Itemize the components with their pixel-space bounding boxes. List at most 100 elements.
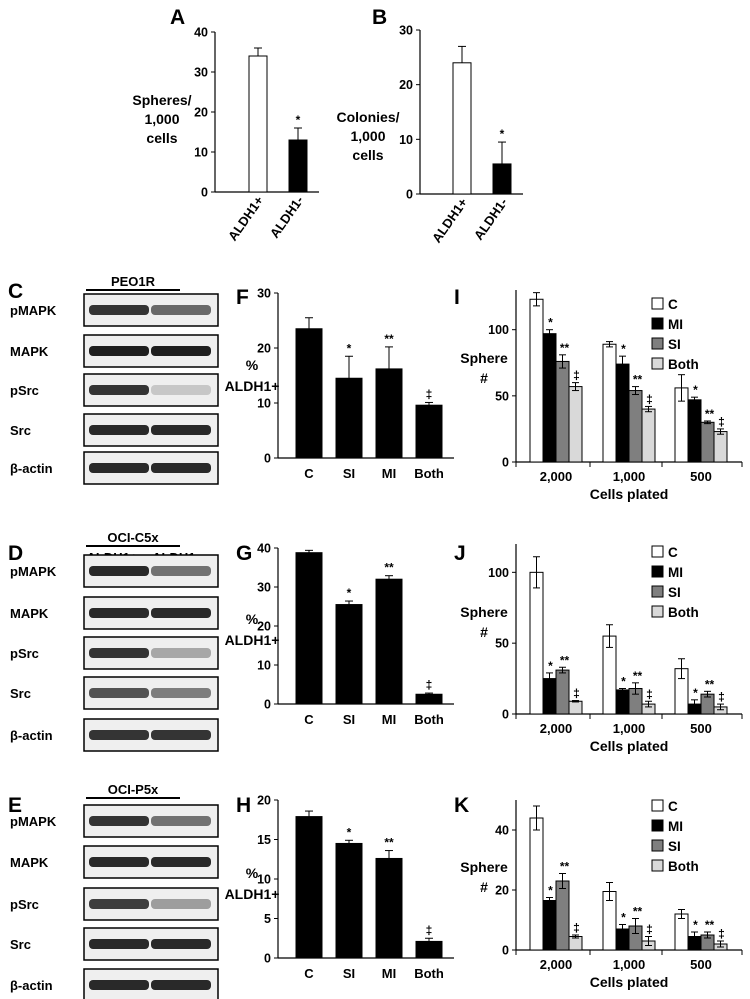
- legend-swatch-si: [651, 585, 664, 598]
- panel-label-k: K: [454, 794, 469, 817]
- band: [151, 425, 211, 435]
- bar-both: [568, 700, 583, 715]
- y-tick-label: 30: [257, 287, 271, 301]
- legend-label-mi: MI: [668, 819, 683, 834]
- band: [89, 816, 149, 826]
- panel-label-j: J: [454, 542, 466, 565]
- significance-mark: **: [705, 677, 715, 691]
- bar-si: [555, 880, 570, 951]
- blot-row-label: Src: [10, 937, 31, 952]
- y-tick-label: 40: [495, 824, 509, 838]
- legend-swatch-c: [651, 799, 664, 812]
- band: [89, 608, 149, 618]
- blot-row-label: pMAPK: [10, 564, 57, 579]
- significance-mark: ‡: [573, 921, 580, 935]
- bar-aldh1: [452, 62, 472, 195]
- band: [151, 688, 211, 698]
- category-label: ALDH1+: [225, 193, 267, 244]
- blot-row-label: MAPK: [10, 855, 49, 870]
- panel-label-i: I: [454, 286, 460, 309]
- band: [89, 463, 149, 473]
- y-axis-label-a: Spheres/1,000 cells: [132, 92, 191, 146]
- significance-mark: **: [560, 341, 570, 355]
- bar-both: [641, 408, 656, 463]
- band: [89, 730, 149, 740]
- band: [151, 566, 211, 576]
- bar-c: [602, 343, 617, 463]
- x-axis-label: Cells plated: [590, 974, 669, 990]
- bar-mi: [375, 578, 403, 705]
- y-tick-label: 5: [264, 912, 271, 926]
- y-tick-label: 0: [264, 452, 271, 466]
- band: [151, 816, 211, 826]
- bar-mi: [375, 857, 403, 959]
- y-tick-label: 0: [502, 708, 509, 722]
- category-label: MI: [382, 466, 396, 481]
- y-axis-label-b: Colonies/1,000 cells: [336, 109, 399, 163]
- y-tick-label: 10: [257, 873, 271, 887]
- bar-aldh1: [288, 139, 308, 193]
- significance-mark: ‡: [573, 687, 580, 701]
- y-tick-label: 30: [399, 24, 413, 38]
- band: [89, 688, 149, 698]
- bar-c: [295, 816, 323, 959]
- bar-mi: [375, 368, 403, 459]
- bar-si: [555, 360, 570, 463]
- significance-mark: ‡: [718, 415, 725, 429]
- chart-g: 0 10 20 30 40 C * SI ** MI ‡ Both: [257, 542, 454, 727]
- band: [89, 425, 149, 435]
- y-tick-label: 20: [399, 78, 413, 92]
- legend-swatch-si: [651, 337, 664, 350]
- significance-mark: **: [384, 561, 394, 575]
- significance-mark: *: [621, 675, 626, 689]
- y-tick-label: 30: [194, 66, 208, 80]
- legend-swatch-mi: [651, 565, 664, 578]
- y-tick-label: 10: [399, 133, 413, 147]
- legend-label-both: Both: [668, 859, 699, 874]
- significance-mark: **: [384, 332, 394, 346]
- blot-row-label: Src: [10, 686, 31, 701]
- chart-b: 0 10 20 30 ALDH1+ * ALDH1-: [399, 24, 523, 245]
- bar-both: [415, 693, 443, 705]
- blot-row-label: pMAPK: [10, 814, 57, 829]
- y-tick-label: 0: [264, 698, 271, 712]
- category-label: C: [304, 966, 314, 981]
- y-tick-label: 100: [488, 323, 509, 337]
- blot-row-label: β-actin: [10, 461, 53, 476]
- significance-mark: ‡: [718, 690, 725, 704]
- band: [151, 463, 211, 473]
- significance-mark: ‡: [646, 687, 653, 701]
- bar-both: [713, 431, 728, 463]
- panel-label-d: D: [8, 542, 23, 565]
- legend-label-si: SI: [668, 839, 681, 854]
- bar-c: [529, 298, 544, 463]
- panel-label-a: A: [170, 6, 185, 29]
- legend-label-si: SI: [668, 585, 681, 600]
- category-label: 1,000: [613, 721, 646, 736]
- blot-row-label: β-actin: [10, 978, 53, 993]
- significance-mark: *: [296, 113, 301, 127]
- legend-swatch-mi: [651, 317, 664, 330]
- legend-label-c: C: [668, 799, 678, 814]
- y-tick-label: 40: [194, 26, 208, 40]
- blot-row-label: pSrc: [10, 646, 39, 661]
- y-tick-label: 20: [257, 342, 271, 356]
- legend-swatch-c: [651, 545, 664, 558]
- bar-si: [335, 842, 363, 959]
- panel-label-f: F: [236, 286, 249, 309]
- band: [89, 899, 149, 909]
- blot-row-label: pSrc: [10, 897, 39, 912]
- legend-label-mi: MI: [668, 565, 683, 580]
- band: [151, 648, 211, 658]
- y-tick-label: 50: [495, 389, 509, 403]
- significance-mark: **: [705, 407, 715, 421]
- blot-e: OCI-P5xALDH1+ALDH1-pMAPKMAPKpSrcSrcβ-act…: [10, 782, 219, 999]
- y-tick-label: 10: [257, 397, 271, 411]
- significance-mark: *: [621, 342, 626, 356]
- category-label: C: [304, 466, 314, 481]
- significance-mark: *: [693, 686, 698, 700]
- band: [89, 648, 149, 658]
